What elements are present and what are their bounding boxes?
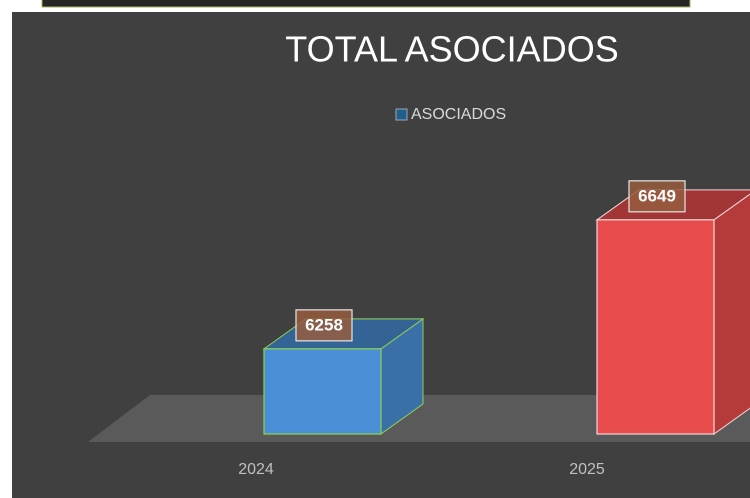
legend-swatch <box>395 108 408 121</box>
bar <box>263 348 382 435</box>
floor <box>88 395 750 442</box>
bar-side <box>713 193 750 435</box>
x-tick-label: 2025 <box>569 461 605 478</box>
data-label: 6649 <box>638 186 676 205</box>
x-tick-label: 2024 <box>238 461 274 478</box>
data-label-box <box>295 309 353 342</box>
chart-title: TOTAL ASOCIADOS <box>285 29 618 70</box>
top-strip <box>41 0 691 8</box>
data-label: 6258 <box>305 315 343 334</box>
legend-label: ASOCIADOS <box>411 106 506 123</box>
bar <box>596 219 715 435</box>
data-label-box <box>628 180 686 213</box>
